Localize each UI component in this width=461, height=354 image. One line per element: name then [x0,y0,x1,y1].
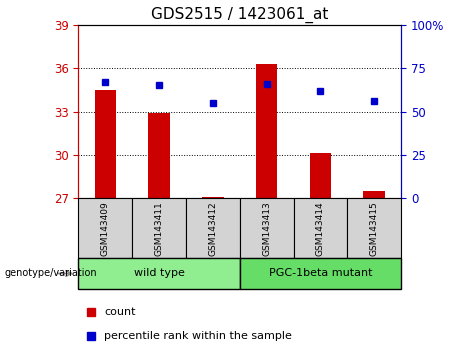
Bar [363,191,385,198]
Text: wild type: wild type [134,268,184,279]
Bar [347,198,401,258]
Text: genotype/variation: genotype/variation [5,268,97,279]
Text: GSM143415: GSM143415 [370,201,378,256]
Bar [256,64,278,198]
Bar [202,197,224,198]
Text: percentile rank within the sample: percentile rank within the sample [104,331,292,341]
Bar [148,113,170,198]
Bar [240,258,401,289]
Bar [186,198,240,258]
Text: GSM143412: GSM143412 [208,201,217,256]
Text: GSM143409: GSM143409 [101,201,110,256]
Bar [95,90,116,198]
Bar [240,198,294,258]
Text: PGC-1beta mutant: PGC-1beta mutant [269,268,372,279]
Bar [78,198,132,258]
Title: GDS2515 / 1423061_at: GDS2515 / 1423061_at [151,7,328,23]
Bar [294,198,347,258]
Text: GSM143413: GSM143413 [262,201,271,256]
Bar [310,153,331,198]
Text: count: count [104,307,136,317]
Bar [132,198,186,258]
Bar [78,258,240,289]
Text: GSM143411: GSM143411 [154,201,164,256]
Text: GSM143414: GSM143414 [316,201,325,256]
